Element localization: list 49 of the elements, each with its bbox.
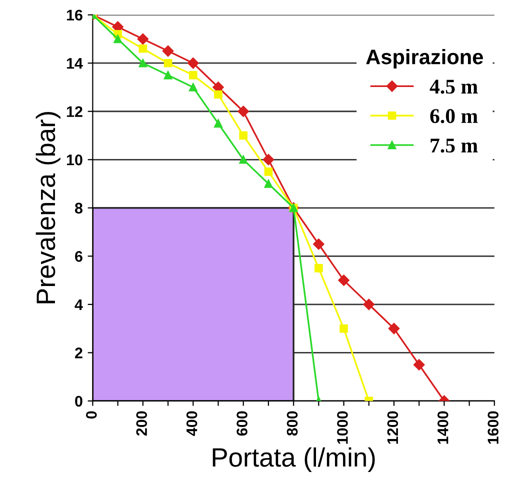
point — [413, 359, 425, 370]
legend-label: 4.5 m — [430, 80, 478, 94]
x-tick-label: 200 — [136, 411, 148, 436]
y-tick-label: 2 — [75, 348, 82, 358]
y-tick-label: 4 — [74, 299, 83, 310]
point — [264, 168, 273, 176]
point — [164, 71, 172, 80]
point — [314, 264, 323, 272]
point — [162, 45, 174, 57]
point — [340, 324, 348, 333]
y-tick-label: 10 — [66, 154, 82, 166]
x-tick-label: 1600 — [488, 411, 498, 444]
x-tick-label: 0 — [86, 411, 97, 419]
legend-label: 7.5 m — [430, 138, 478, 153]
x-tick-label: 800 — [286, 411, 298, 436]
point — [188, 83, 198, 92]
y-tick-label: 0 — [75, 396, 82, 407]
y-tick-label: 14 — [66, 58, 83, 69]
point — [138, 58, 148, 68]
point — [188, 71, 198, 80]
point — [214, 119, 222, 128]
x-axis-title: Portata (l/min) — [212, 447, 375, 472]
legend-title: Aspirazione — [366, 49, 483, 68]
y-tick-label: 16 — [66, 10, 82, 21]
point — [138, 44, 148, 53]
point — [264, 180, 273, 188]
point — [164, 58, 172, 68]
point — [214, 90, 222, 99]
point — [388, 322, 400, 334]
point — [239, 131, 248, 140]
x-tick-label: 1000 — [337, 411, 348, 444]
y-tick-label: 8 — [74, 202, 83, 214]
y-tick-label: 6 — [75, 251, 82, 262]
x-tick-label: 1400 — [437, 411, 448, 444]
point — [137, 33, 149, 45]
point — [239, 155, 248, 164]
point — [313, 238, 324, 250]
y-tick-label: 12 — [66, 106, 82, 117]
point — [188, 58, 199, 69]
x-tick-label: 1200 — [387, 411, 398, 444]
legend-label: 6.0 m — [430, 109, 478, 124]
point — [338, 274, 350, 286]
y-axis-title: Prevalenza (bar) — [36, 112, 60, 304]
point — [114, 34, 122, 44]
x-tick-label: 600 — [236, 411, 248, 436]
point — [238, 106, 249, 117]
x-tick-label: 400 — [186, 411, 198, 436]
point — [363, 298, 374, 310]
point — [262, 154, 274, 166]
